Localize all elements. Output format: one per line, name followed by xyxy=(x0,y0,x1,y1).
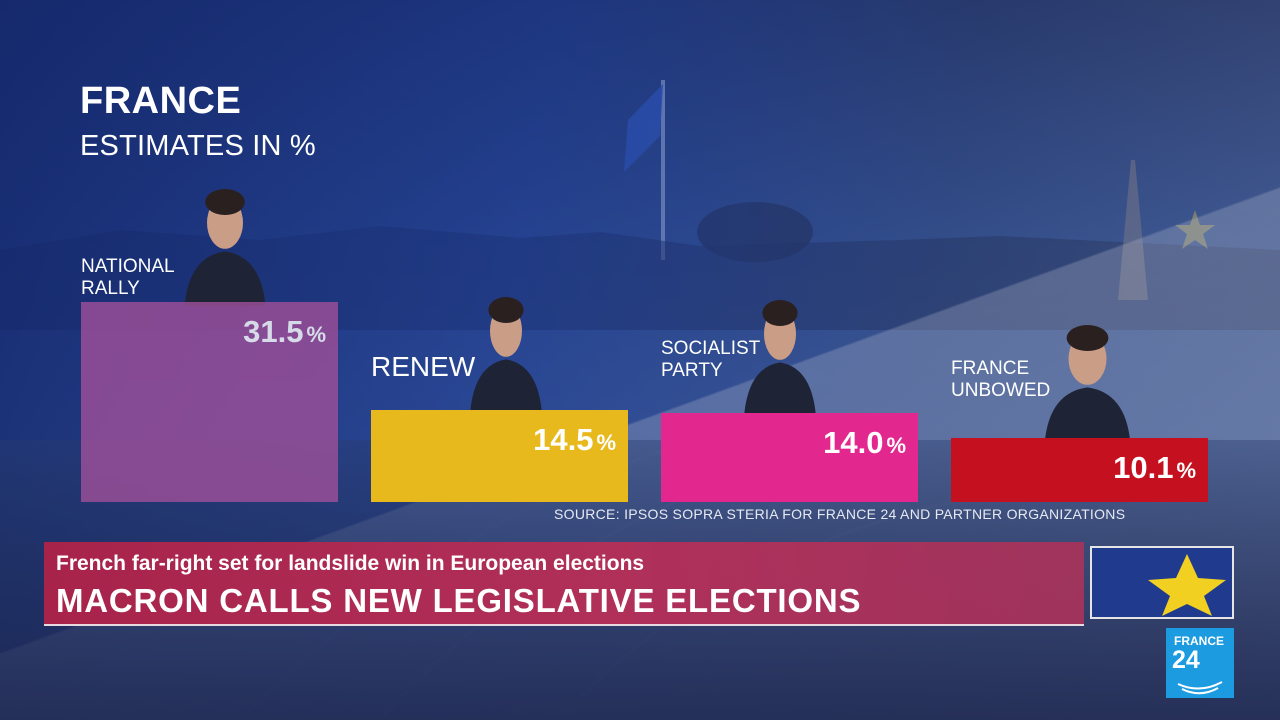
category-label: SOCIALIST PARTY xyxy=(661,338,760,382)
value-number: 10.1 xyxy=(1113,449,1174,485)
category-label-line: UNBOWED xyxy=(951,380,1051,401)
party-leader-portrait xyxy=(1044,324,1131,442)
banner-headline: MACRON CALLS NEW LEGISLATIVE ELECTIONS xyxy=(56,582,862,619)
party-leader-portrait xyxy=(470,296,542,414)
category-label: NATIONAL RALLY xyxy=(81,256,175,300)
value-number: 14.0 xyxy=(823,425,884,461)
logo-line2: 24 xyxy=(1172,646,1200,674)
banner-underline xyxy=(44,624,1084,626)
party-leader-portrait xyxy=(744,300,816,418)
eu-flag-icon xyxy=(1090,546,1234,619)
value-unit: % xyxy=(1176,457,1196,483)
value-unit: % xyxy=(886,433,906,459)
category-label-line: SOCIALIST xyxy=(661,338,761,359)
bar-value-label: 14.0% xyxy=(823,425,906,461)
bar: 31.5% xyxy=(81,302,338,502)
logo-wave xyxy=(1177,681,1223,695)
bar: 14.5% xyxy=(371,409,628,502)
lower-third-banner: French far-right set for landslide win i… xyxy=(44,542,1084,624)
party-leader-portrait xyxy=(184,189,266,306)
bar: 10.1% xyxy=(951,437,1208,502)
category-label-line: RALLY xyxy=(81,278,140,299)
bar: 14.0% xyxy=(661,413,918,502)
category-label: FRANCE UNBOWED xyxy=(951,358,1050,402)
logo-line1: FRANCE xyxy=(1174,634,1224,648)
bar-value-label: 10.1% xyxy=(1113,450,1196,486)
france24-logo-icon: FRANCE 24 xyxy=(1166,628,1234,698)
value-unit: % xyxy=(596,429,616,455)
chart-subtitle: ESTIMATES IN % xyxy=(80,130,316,162)
value-unit: % xyxy=(306,322,326,347)
bar-value-label: 14.5% xyxy=(533,422,616,458)
value-number: 14.5 xyxy=(533,421,594,457)
eu-flag-graphic xyxy=(1092,548,1232,617)
category-label-line: FRANCE xyxy=(951,358,1030,379)
banner-kicker: French far-right set for landslide win i… xyxy=(56,552,645,575)
category-label-line: NATIONAL xyxy=(81,256,175,277)
bar-value-label: 31.5% xyxy=(243,314,326,350)
category-label: RENEW xyxy=(371,351,476,382)
chart-title: FRANCE xyxy=(80,80,242,122)
category-label-line: PARTY xyxy=(661,360,723,381)
value-number: 31.5 xyxy=(243,314,304,349)
source-note: SOURCE: IPSOS SOPRA STERIA FOR FRANCE 24… xyxy=(554,506,1126,522)
